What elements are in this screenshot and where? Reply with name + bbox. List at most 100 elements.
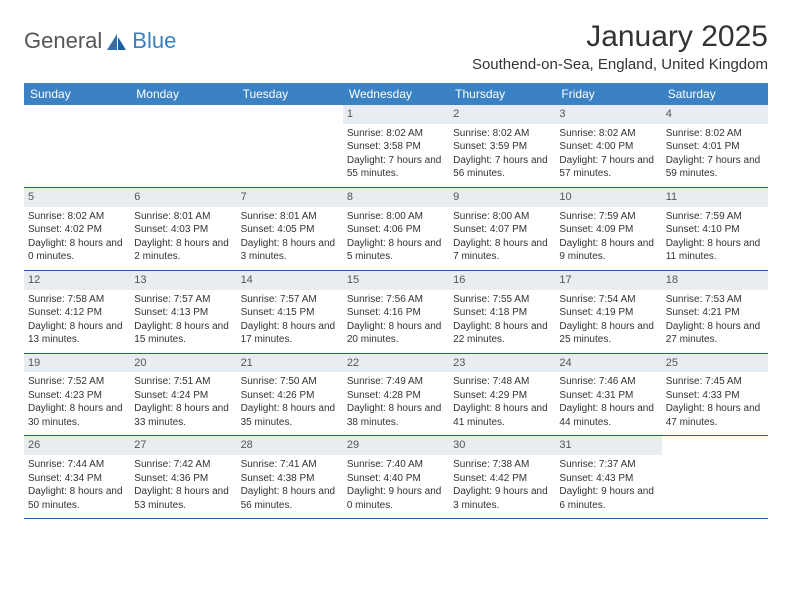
day-number: 6 [130, 188, 236, 207]
sunrise-text: Sunrise: 7:44 AM [28, 458, 126, 472]
day-cell: 29Sunrise: 7:40 AMSunset: 4:40 PMDayligh… [343, 436, 449, 518]
day-cell: 25Sunrise: 7:45 AMSunset: 4:33 PMDayligh… [662, 354, 768, 436]
day-number: 3 [555, 105, 661, 124]
sunset-text: Sunset: 4:34 PM [28, 472, 126, 486]
sunrise-text: Sunrise: 7:48 AM [453, 375, 551, 389]
daylight-text: Daylight: 7 hours and 57 minutes. [559, 154, 657, 181]
sunset-text: Sunset: 4:33 PM [666, 389, 764, 403]
day-cell: 7Sunrise: 8:01 AMSunset: 4:05 PMDaylight… [237, 188, 343, 270]
daylight-text: Daylight: 8 hours and 2 minutes. [134, 237, 232, 264]
sunrise-text: Sunrise: 7:52 AM [28, 375, 126, 389]
sunrise-text: Sunrise: 8:01 AM [241, 210, 339, 224]
sunset-text: Sunset: 4:15 PM [241, 306, 339, 320]
daylight-text: Daylight: 9 hours and 6 minutes. [559, 485, 657, 512]
day-cell: 27Sunrise: 7:42 AMSunset: 4:36 PMDayligh… [130, 436, 236, 518]
sunrise-text: Sunrise: 8:02 AM [453, 127, 551, 141]
sunrise-text: Sunrise: 7:55 AM [453, 293, 551, 307]
daylight-text: Daylight: 8 hours and 41 minutes. [453, 402, 551, 429]
daylight-text: Daylight: 8 hours and 33 minutes. [134, 402, 232, 429]
day-cell: 22Sunrise: 7:49 AMSunset: 4:28 PMDayligh… [343, 354, 449, 436]
sunset-text: Sunset: 3:58 PM [347, 140, 445, 154]
sunrise-text: Sunrise: 7:58 AM [28, 293, 126, 307]
daylight-text: Daylight: 8 hours and 25 minutes. [559, 320, 657, 347]
weekday-wednesday: Wednesday [343, 83, 449, 105]
day-number: 29 [343, 436, 449, 455]
day-cell: 28Sunrise: 7:41 AMSunset: 4:38 PMDayligh… [237, 436, 343, 518]
sunrise-text: Sunrise: 7:57 AM [241, 293, 339, 307]
day-cell: 17Sunrise: 7:54 AMSunset: 4:19 PMDayligh… [555, 271, 661, 353]
day-cell: 26Sunrise: 7:44 AMSunset: 4:34 PMDayligh… [24, 436, 130, 518]
sunset-text: Sunset: 4:40 PM [347, 472, 445, 486]
sunset-text: Sunset: 4:21 PM [666, 306, 764, 320]
sunrise-text: Sunrise: 8:02 AM [559, 127, 657, 141]
sunrise-text: Sunrise: 7:59 AM [666, 210, 764, 224]
daylight-text: Daylight: 8 hours and 38 minutes. [347, 402, 445, 429]
day-cell: 2Sunrise: 8:02 AMSunset: 3:59 PMDaylight… [449, 105, 555, 187]
sunset-text: Sunset: 4:42 PM [453, 472, 551, 486]
day-cell: 8Sunrise: 8:00 AMSunset: 4:06 PMDaylight… [343, 188, 449, 270]
sail-icon [106, 33, 128, 51]
sunrise-text: Sunrise: 8:02 AM [347, 127, 445, 141]
day-number: 23 [449, 354, 555, 373]
weekday-saturday: Saturday [662, 83, 768, 105]
day-cell: 18Sunrise: 7:53 AMSunset: 4:21 PMDayligh… [662, 271, 768, 353]
day-cell: 14 Sunrise: 7:57 AMSunset: 4:15 PMDayligh… [237, 271, 343, 353]
weekday-thursday: Thursday [449, 83, 555, 105]
sunrise-text: Sunrise: 8:00 AM [453, 210, 551, 224]
sunrise-text: Sunrise: 7:56 AM [347, 293, 445, 307]
day-number: 22 [343, 354, 449, 373]
brand-logo: General Blue [24, 20, 176, 54]
sunset-text: Sunset: 4:19 PM [559, 306, 657, 320]
day-cell: 12Sunrise: 7:58 AMSunset: 4:12 PMDayligh… [24, 271, 130, 353]
daylight-text: Daylight: 9 hours and 0 minutes. [347, 485, 445, 512]
day-cell: 21Sunrise: 7:50 AMSunset: 4:26 PMDayligh… [237, 354, 343, 436]
daylight-text: Daylight: 8 hours and 9 minutes. [559, 237, 657, 264]
sunset-text: Sunset: 4:00 PM [559, 140, 657, 154]
day-number: 9 [449, 188, 555, 207]
day-number: 20 [130, 354, 236, 373]
daylight-text: Daylight: 8 hours and 11 minutes. [666, 237, 764, 264]
sunset-text: Sunset: 4:05 PM [241, 223, 339, 237]
weekday-monday: Monday [130, 83, 236, 105]
day-cell: 6Sunrise: 8:01 AMSunset: 4:03 PMDaylight… [130, 188, 236, 270]
day-cell [662, 436, 768, 518]
sunset-text: Sunset: 4:28 PM [347, 389, 445, 403]
month-title: January 2025 [472, 20, 768, 54]
sunrise-text: Sunrise: 7:59 AM [559, 210, 657, 224]
day-cell: 3 Sunrise: 8:02 AMSunset: 4:00 PMDaylight… [555, 105, 661, 187]
sunrise-text: Sunrise: 7:37 AM [559, 458, 657, 472]
day-cell: 9Sunrise: 8:00 AMSunset: 4:07 PMDaylight… [449, 188, 555, 270]
daylight-text: Daylight: 8 hours and 53 minutes. [134, 485, 232, 512]
day-number: 15 [343, 271, 449, 290]
sunrise-text: Sunrise: 7:54 AM [559, 293, 657, 307]
sunrise-text: Sunrise: 7:42 AM [134, 458, 232, 472]
day-number: 14 [237, 271, 343, 290]
day-number: 2 [449, 105, 555, 124]
sunset-text: Sunset: 4:12 PM [28, 306, 126, 320]
sunset-text: Sunset: 4:29 PM [453, 389, 551, 403]
daylight-text: Daylight: 8 hours and 3 minutes. [241, 237, 339, 264]
sunset-text: Sunset: 4:38 PM [241, 472, 339, 486]
week-row: 19 Sunrise: 7:52 AMSunset: 4:23 PM Dayligh… [24, 354, 768, 437]
sunset-text: Sunset: 4:23 PM [28, 389, 126, 403]
sunset-text: Sunset: 4:26 PM [241, 389, 339, 403]
brand-part2: Blue [132, 28, 176, 54]
weekday-tuesday: Tuesday [237, 83, 343, 105]
daylight-text: Daylight: 8 hours and 5 minutes. [347, 237, 445, 264]
day-number: 28 [237, 436, 343, 455]
location-text: Southend-on-Sea, England, United Kingdom [472, 56, 768, 73]
weeks-container: 1Sunrise: 8:02 AMSunset: 3:58 PMDaylight… [24, 105, 768, 519]
week-row: 5Sunrise: 8:02 AMSunset: 4:02 PMDaylight… [24, 188, 768, 271]
sunset-text: Sunset: 4:43 PM [559, 472, 657, 486]
header: General Blue January 2025 Southend-on-Se… [24, 20, 768, 73]
week-row: 26Sunrise: 7:44 AMSunset: 4:34 PMDayligh… [24, 436, 768, 519]
sunset-text: Sunset: 3:59 PM [453, 140, 551, 154]
daylight-text: Daylight: 7 hours and 55 minutes. [347, 154, 445, 181]
daylight-text: Daylight: 8 hours and 17 minutes. [241, 320, 339, 347]
sunrise-text: Sunrise: 7:46 AM [559, 375, 657, 389]
day-cell: 4Sunrise: 8:02 AMSunset: 4:01 PMDaylight… [662, 105, 768, 187]
sunset-text: Sunset: 4:03 PM [134, 223, 232, 237]
sunset-text: Sunset: 4:18 PM [453, 306, 551, 320]
day-number: 27 [130, 436, 236, 455]
day-number: 19 [24, 354, 130, 373]
